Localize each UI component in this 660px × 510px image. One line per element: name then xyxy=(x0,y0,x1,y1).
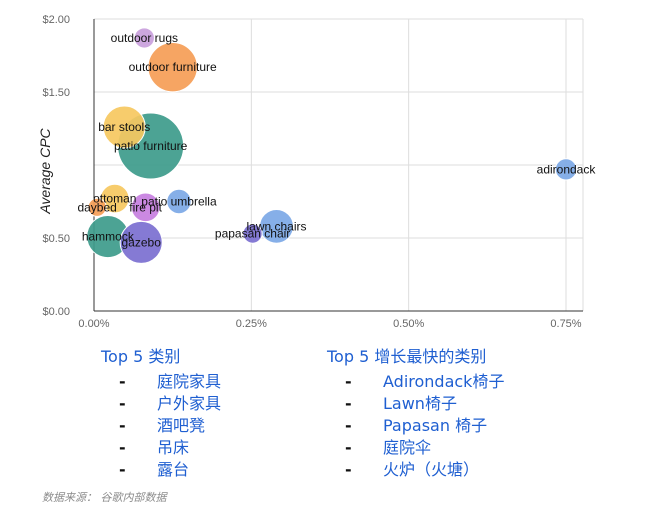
dash-bullet-icon: - xyxy=(119,460,126,479)
x-tick-label: 0.25% xyxy=(236,318,267,330)
list-item: - 火炉（火塘） xyxy=(345,460,480,479)
y-tick-label: $0.00 xyxy=(42,306,70,318)
bubble-label: hammock xyxy=(82,230,135,244)
fastest-growing-title: Top 5 增长最快的类别 xyxy=(327,347,487,366)
dash-bullet-icon: - xyxy=(345,438,352,457)
bubble xyxy=(554,158,578,181)
y-tick-label: $1.50 xyxy=(42,87,70,99)
x-tick-label: 0.50% xyxy=(393,318,424,330)
bubble-label: ottoman xyxy=(93,192,136,206)
x-tick-label: 0.75% xyxy=(550,318,581,330)
bubble-label: patio furniture xyxy=(114,139,188,153)
dash-bullet-icon: - xyxy=(345,460,352,479)
dash-bullet-icon: - xyxy=(119,438,126,457)
dash-bullet-icon: - xyxy=(345,372,352,391)
dash-bullet-icon: - xyxy=(119,394,126,413)
bubble xyxy=(102,105,146,149)
bubble-label: daybed xyxy=(77,200,116,214)
top-categories-list: Top 5 类别 - 庭院家具 - 户外家具 - 酒吧凳 - 吊床 - 露台 xyxy=(101,343,221,481)
bubble-chart: $0.00 $0.50 $1.50 $2.00 0.00% 0.25% 0.50% 0.75%… xyxy=(37,14,597,330)
top-categories-title: Top 5 类别 xyxy=(101,347,181,366)
bubble xyxy=(133,27,155,49)
dash-bullet-icon: - xyxy=(119,416,126,435)
dash-bullet-icon: - xyxy=(345,394,352,413)
bubble-label: bar stools xyxy=(98,120,150,134)
list-item: - 吊床 xyxy=(119,438,190,457)
list-item: - Papasan 椅子 xyxy=(345,416,488,435)
source-note: 数据来源： 谷歌内部数据 xyxy=(42,491,167,504)
bubble-label: adirondack xyxy=(537,162,597,176)
bubble xyxy=(259,208,294,244)
y-tick-label: $0.50 xyxy=(42,233,70,245)
list-item: - 庭院家具 xyxy=(119,372,222,391)
bubble xyxy=(242,223,263,244)
bubble xyxy=(87,197,107,217)
bubble-label: gazebo xyxy=(122,235,162,249)
bubble-label: papasan chair xyxy=(215,227,290,241)
dash-bullet-icon: - xyxy=(119,372,126,391)
list-item: - 庭院伞 xyxy=(345,438,432,457)
bubble-label: outdoor rugs xyxy=(111,31,178,45)
bubble-label: lawn chairs xyxy=(246,219,306,233)
bubble xyxy=(166,188,192,215)
bubble-label: outdoor furniture xyxy=(129,60,217,74)
list-item: - 户外家具 xyxy=(119,394,222,413)
list-item: - 酒吧凳 xyxy=(119,416,206,435)
list-item: - Lawn椅子 xyxy=(345,394,457,413)
fastest-growing-list: Top 5 增长最快的类别 - Adirondack椅子 - Lawn椅子 - Pap… xyxy=(327,343,504,481)
x-tick-label: 0.00% xyxy=(78,318,109,330)
bubble-label: fire pit xyxy=(129,200,162,214)
dash-bullet-icon: - xyxy=(345,416,352,435)
list-item: - Adirondack椅子 xyxy=(345,372,505,391)
y-tick-label: $2.00 xyxy=(42,14,70,26)
bubble-label: patio umbrella xyxy=(141,195,217,209)
bubble xyxy=(130,192,161,223)
bubble xyxy=(147,42,198,93)
list-item: - 露台 xyxy=(119,460,190,479)
y-axis-label: Average CPC xyxy=(37,127,53,214)
